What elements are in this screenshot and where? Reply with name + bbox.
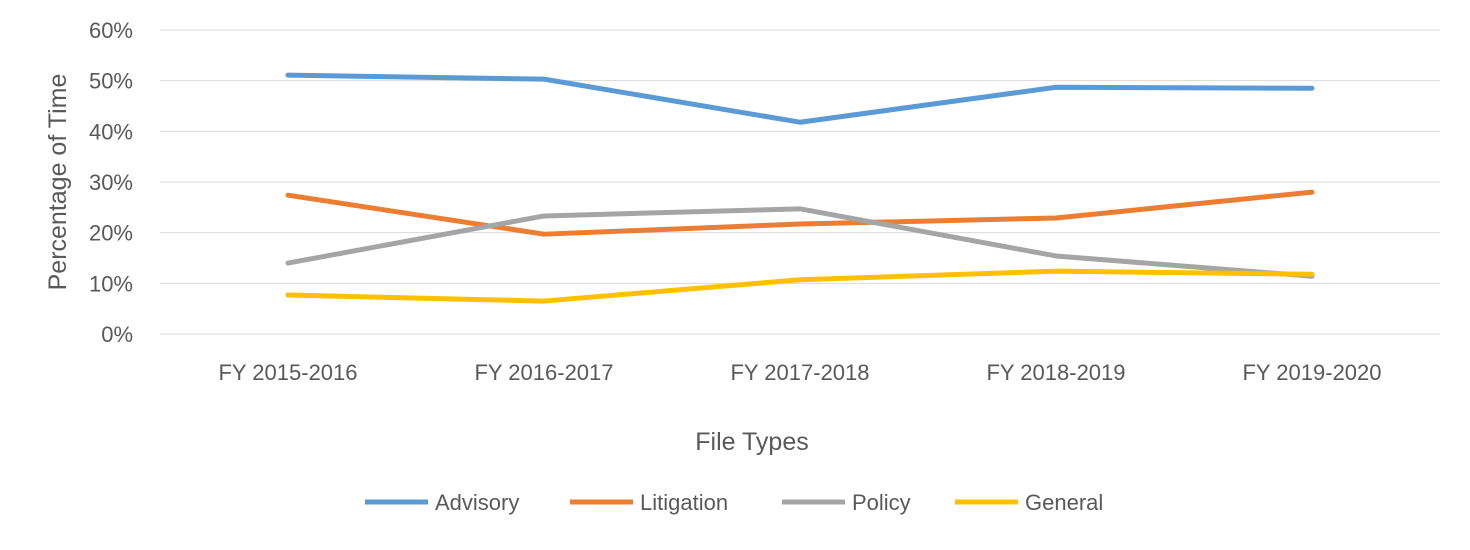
series-line-general (288, 271, 1312, 301)
legend-label: Litigation (640, 490, 728, 515)
legend-label: General (1025, 490, 1103, 515)
x-tick-label: FY 2017-2018 (730, 360, 869, 385)
legend: Advisory Litigation Policy General (365, 490, 1103, 515)
y-tick-label: 60% (89, 18, 133, 43)
y-tick-label: 50% (89, 69, 133, 94)
legend-label: Policy (852, 490, 911, 515)
x-axis-title: File Types (695, 428, 808, 456)
legend-item-litigation: Litigation (570, 490, 728, 515)
y-tick-label: 10% (89, 271, 133, 296)
legend-item-general: General (955, 490, 1103, 515)
legend-label: Advisory (435, 490, 519, 515)
x-tick-label: FY 2016-2017 (474, 360, 613, 385)
x-tick-label: FY 2018-2019 (986, 360, 1125, 385)
y-axis-title: Percentage of Time (44, 74, 72, 291)
series-line-advisory (288, 75, 1312, 122)
y-axis-ticks: 0% 10% 20% 30% 40% 50% 60% (89, 18, 133, 347)
y-tick-label: 30% (89, 170, 133, 195)
x-tick-label: FY 2015-2016 (218, 360, 357, 385)
y-tick-label: 0% (101, 322, 133, 347)
series-lines (288, 75, 1312, 301)
series-line-litigation (288, 192, 1312, 234)
y-tick-label: 20% (89, 221, 133, 246)
legend-item-advisory: Advisory (365, 490, 519, 515)
y-tick-label: 40% (89, 119, 133, 144)
x-axis-ticks: FY 2015-2016 FY 2016-2017 FY 2017-2018 FY 2… (218, 360, 1381, 385)
legend-item-policy: Policy (782, 490, 911, 515)
x-tick-label: FY 2019-2020 (1242, 360, 1381, 385)
